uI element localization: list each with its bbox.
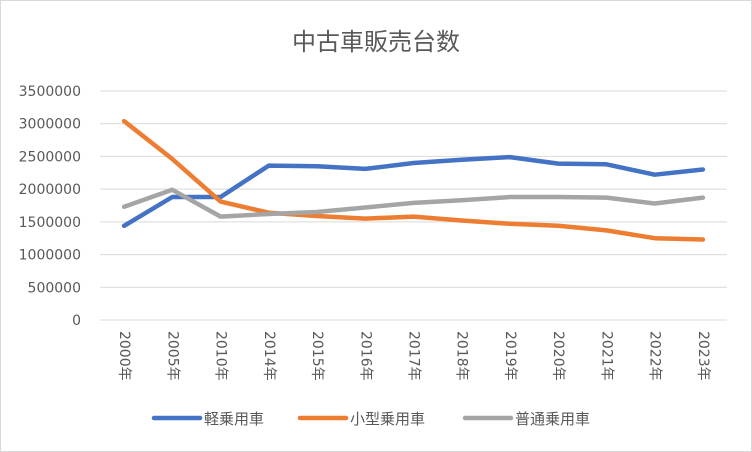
y-tick-label: 3000000 (19, 117, 81, 133)
data-series (121, 118, 706, 242)
legend-label: 軽乗用車 (204, 410, 264, 428)
gridlines (100, 90, 727, 321)
y-axis: 0 500000 1000000 1500000 2000000 2500000 30000… (19, 84, 81, 329)
x-tick-label: 2005年 (164, 331, 180, 381)
x-tick-label: 2016年 (357, 331, 373, 381)
x-tick-label: 2010年 (213, 331, 229, 381)
series-line (121, 154, 706, 229)
x-axis: 2000年 2005年 2010年 2014年 2015年 2016年 2017年 2018年… (116, 331, 711, 381)
legend-label: 小型乗用車 (350, 410, 425, 428)
y-tick-label: 0 (72, 313, 81, 329)
series-line (121, 118, 706, 242)
x-tick-label: 2014年 (261, 331, 277, 381)
x-tick-label: 2020年 (550, 331, 566, 381)
x-tick-label: 2023年 (695, 331, 711, 381)
y-tick-label: 2000000 (19, 182, 81, 198)
legend: 軽乗用車 小型乗用車 普通乗用車 (151, 410, 590, 428)
legend-label: 普通乗用車 (515, 410, 590, 428)
y-tick-label: 500000 (28, 280, 81, 296)
chart-title: 中古車販売台数 (292, 28, 460, 56)
y-tick-label: 1000000 (19, 248, 81, 264)
y-tick-label: 3500000 (19, 84, 81, 100)
x-tick-label: 2018年 (454, 331, 470, 381)
x-tick-label: 2015年 (309, 331, 325, 381)
x-tick-label: 2017年 (406, 331, 422, 381)
x-tick-label: 2019年 (502, 331, 518, 381)
y-tick-label: 1500000 (19, 215, 81, 231)
series-line (121, 187, 706, 219)
x-tick-label: 2000年 (116, 331, 132, 381)
x-tick-label: 2022年 (647, 331, 663, 381)
x-tick-label: 2021年 (598, 331, 614, 381)
y-tick-label: 2500000 (19, 149, 81, 165)
